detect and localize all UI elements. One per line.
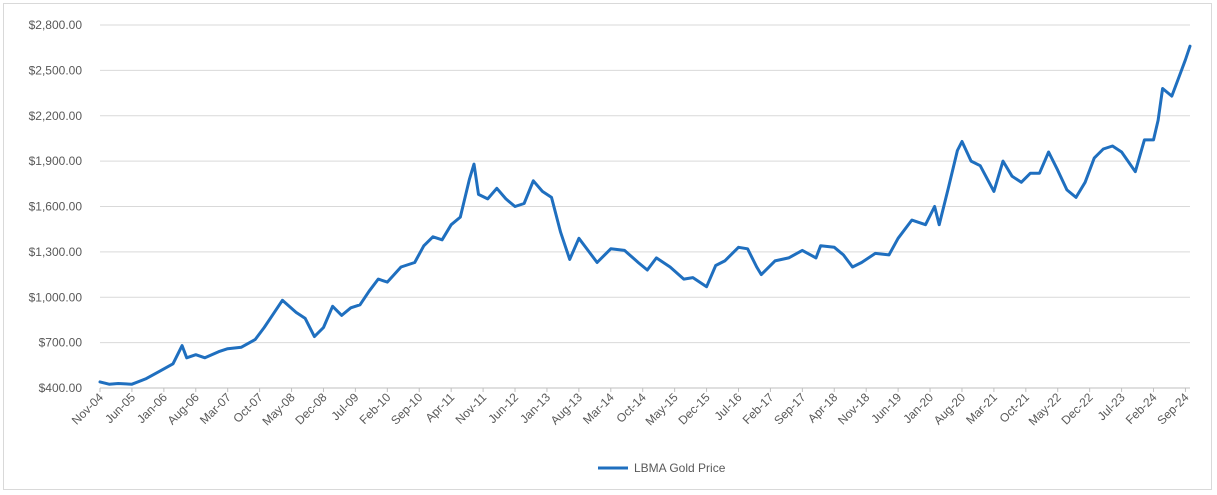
x-tick-label: Sep-10 bbox=[388, 390, 425, 427]
x-tick-label: Dec-15 bbox=[675, 390, 712, 427]
x-tick-label: May-08 bbox=[259, 390, 297, 428]
x-tick-label: Aug-13 bbox=[548, 390, 585, 427]
x-tick-label: May-15 bbox=[643, 390, 681, 428]
y-tick-label: $700.00 bbox=[39, 336, 83, 350]
series-line-lbma-gold-price bbox=[98, 44, 1192, 386]
x-tick-label: Jan-20 bbox=[900, 390, 936, 426]
x-tick-label: Jan-06 bbox=[134, 390, 170, 426]
x-tick-label: Mar-14 bbox=[580, 390, 617, 427]
x-tick-label: Mar-21 bbox=[963, 390, 1000, 427]
y-tick-label: $2,200.00 bbox=[29, 109, 83, 123]
y-axis-tick-labels: $400.00 $700.00 $1,000.00 $1,300.00 $1,600.0… bbox=[29, 18, 83, 395]
y-tick-label: $2,800.00 bbox=[29, 18, 83, 32]
x-tick-label: Feb-10 bbox=[357, 390, 394, 427]
x-tick-label: Feb-24 bbox=[1123, 390, 1160, 427]
y-tick-label: $1,000.00 bbox=[29, 290, 83, 304]
y-tick-label: $1,300.00 bbox=[29, 245, 83, 259]
x-tick-label: Sep-17 bbox=[771, 390, 808, 427]
x-tick-label: Mar-07 bbox=[197, 390, 234, 427]
x-tick-label: Apr-18 bbox=[805, 390, 841, 426]
x-tick-label: Nov-04 bbox=[69, 390, 106, 427]
x-tick-label: Jan-13 bbox=[517, 390, 553, 426]
x-tick-label: Nov-18 bbox=[835, 390, 872, 427]
gridlines bbox=[100, 24, 1190, 389]
x-tick-label: Jun-05 bbox=[102, 390, 138, 426]
x-tick-label: Jun-19 bbox=[868, 390, 904, 426]
x-tick-label: Nov-11 bbox=[453, 390, 490, 427]
legend: LBMA Gold Price bbox=[598, 461, 726, 475]
y-tick-label: $1,600.00 bbox=[29, 200, 83, 214]
x-tick-label: Dec-22 bbox=[1059, 390, 1096, 427]
x-tick-label: Aug-20 bbox=[931, 390, 968, 427]
x-tick-label: May-22 bbox=[1026, 390, 1064, 428]
x-tick-label: Apr-11 bbox=[423, 390, 458, 425]
chart-frame bbox=[3, 3, 1212, 490]
y-tick-label: $2,500.00 bbox=[29, 63, 83, 77]
x-tick-label: Jun-12 bbox=[485, 390, 521, 426]
x-axis-tick-labels: Nov-04Jun-05Jan-06Aug-06Mar-07Oct-07May-… bbox=[69, 388, 1192, 428]
x-tick-label: Sep-24 bbox=[1154, 390, 1191, 427]
x-tick-label: Dec-08 bbox=[292, 390, 329, 427]
legend-label-lbma-gold-price: LBMA Gold Price bbox=[634, 461, 726, 475]
y-tick-label: $400.00 bbox=[39, 381, 83, 395]
y-tick-label: $1,900.00 bbox=[29, 154, 83, 168]
series-group bbox=[98, 44, 1192, 386]
x-tick-label: Aug-06 bbox=[165, 390, 202, 427]
x-tick-label: Feb-17 bbox=[740, 390, 777, 427]
